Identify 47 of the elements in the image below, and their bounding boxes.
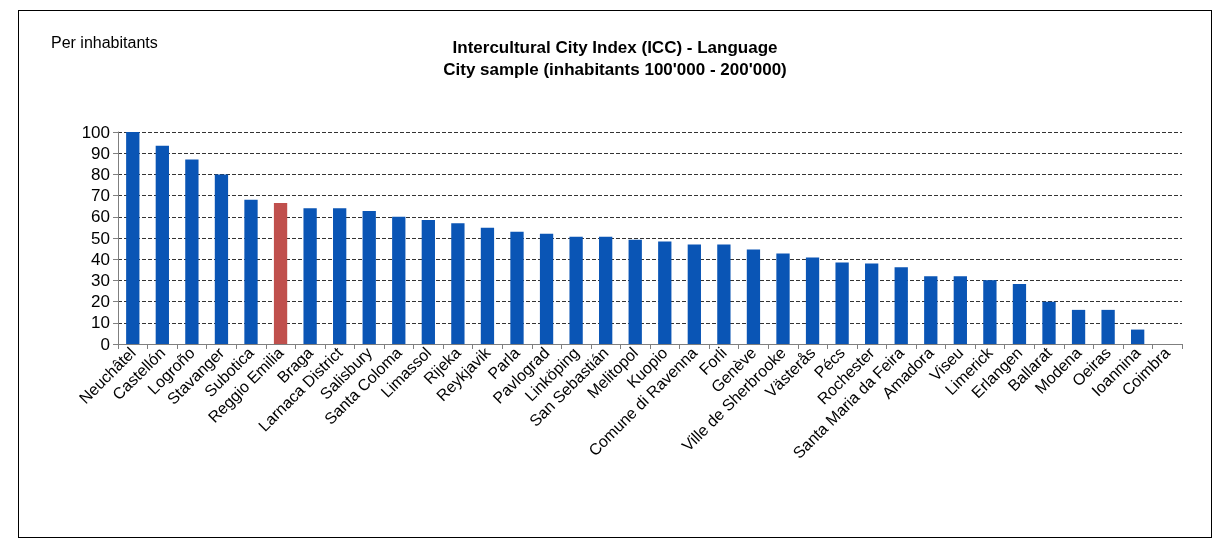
y-tick-label: 90 bbox=[91, 143, 110, 163]
bar bbox=[953, 276, 967, 344]
bar bbox=[894, 267, 908, 344]
bar bbox=[539, 233, 554, 344]
bar bbox=[480, 227, 495, 344]
y-axis-title: Per inhabitants bbox=[51, 33, 158, 51]
y-tick-label: 80 bbox=[91, 164, 110, 184]
bar bbox=[924, 276, 938, 344]
bar bbox=[983, 280, 997, 344]
bar bbox=[776, 253, 790, 344]
bar bbox=[185, 159, 199, 344]
bar bbox=[1131, 329, 1145, 344]
bar bbox=[126, 132, 140, 344]
bar bbox=[835, 262, 849, 344]
bar bbox=[746, 249, 761, 344]
y-tick-label: 50 bbox=[91, 228, 110, 248]
bar bbox=[214, 174, 229, 344]
bar bbox=[569, 236, 583, 344]
bar bbox=[717, 244, 731, 344]
chart-title: Intercultural City Index (ICC) - Language City sample (inhabitants 100'000 - 200'000) bbox=[443, 37, 787, 79]
bar bbox=[244, 199, 258, 344]
bar bbox=[1071, 309, 1086, 344]
y-tick-label: 70 bbox=[91, 186, 110, 206]
bar bbox=[392, 216, 406, 344]
y-tick-label: 100 bbox=[81, 122, 110, 142]
bar bbox=[510, 231, 524, 344]
bar bbox=[273, 203, 288, 344]
bar bbox=[1101, 309, 1115, 344]
bar bbox=[451, 223, 465, 344]
bar bbox=[1042, 301, 1056, 344]
bar bbox=[1012, 284, 1027, 344]
bar bbox=[805, 257, 820, 344]
y-tick-label: 10 bbox=[91, 313, 110, 333]
bar bbox=[303, 208, 317, 344]
bar bbox=[333, 208, 347, 344]
bar bbox=[155, 145, 169, 344]
bar bbox=[865, 263, 879, 344]
y-tick-label: 40 bbox=[91, 249, 110, 269]
bar bbox=[658, 241, 672, 344]
y-tick-label: 60 bbox=[91, 207, 110, 227]
bar bbox=[628, 239, 642, 344]
bar bbox=[599, 236, 613, 344]
y-tick-label: 20 bbox=[91, 292, 110, 312]
bar bbox=[687, 244, 701, 344]
y-tick-label: 30 bbox=[91, 270, 110, 290]
bar bbox=[362, 211, 376, 344]
bar bbox=[421, 219, 435, 344]
